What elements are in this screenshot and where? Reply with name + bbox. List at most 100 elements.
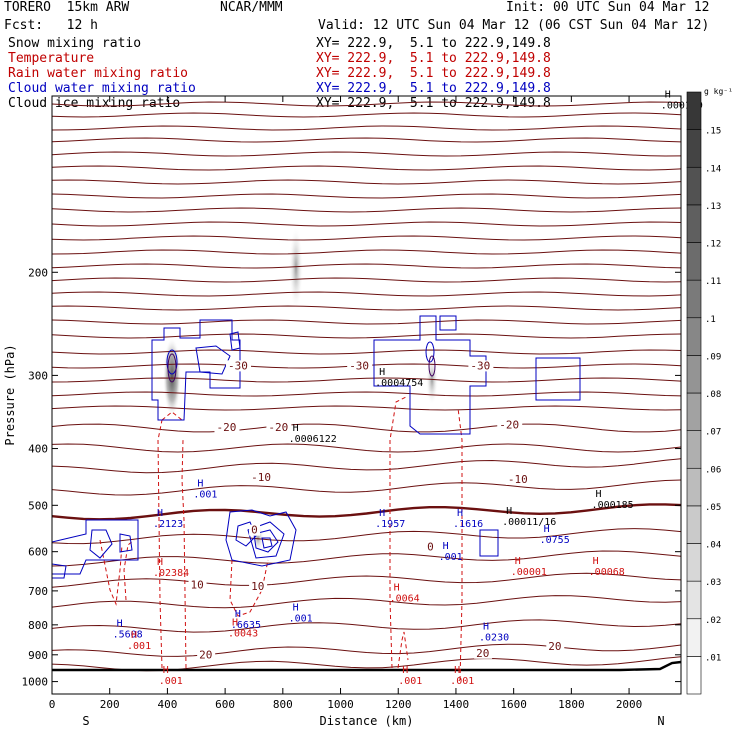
maximum-marker: H bbox=[457, 508, 463, 519]
plot-frame bbox=[51, 95, 682, 695]
model-label: TORERO 15km ARW bbox=[4, 0, 130, 15]
isotherm bbox=[51, 528, 682, 545]
colorbar-cell bbox=[686, 242, 702, 281]
cloud-water-contour bbox=[425, 341, 435, 363]
colorbar-cell bbox=[686, 543, 702, 582]
maximum-marker: H bbox=[197, 479, 203, 490]
field-label: Cloud ice mixing ratio bbox=[8, 96, 181, 111]
isotherm bbox=[51, 550, 682, 567]
isotherm-label: 20 bbox=[199, 648, 212, 661]
isotherm-label: -30 bbox=[228, 359, 248, 372]
maximum-value: .1616 bbox=[453, 519, 483, 530]
isotherm bbox=[51, 291, 682, 297]
colorbar-cell bbox=[686, 204, 702, 243]
terrain-line bbox=[52, 660, 682, 672]
init-time: Init: 00 UTC Sun 04 Mar 12 bbox=[506, 0, 710, 15]
maximum-value: .001 bbox=[193, 490, 217, 501]
forecast-hour: Fcst: 12 h bbox=[4, 18, 98, 33]
cloud-water-contour bbox=[51, 519, 139, 575]
isotherm bbox=[51, 479, 682, 496]
maximum-marker: H bbox=[232, 618, 238, 629]
x-tick-label: 1800 bbox=[558, 698, 585, 711]
isotherm-label: -10 bbox=[251, 471, 271, 484]
isotherm-label: -30 bbox=[349, 359, 369, 372]
isotherm bbox=[51, 221, 682, 227]
isotherm bbox=[51, 263, 682, 269]
x-tick-label: 1400 bbox=[443, 698, 470, 711]
y-tick-label: 200 bbox=[28, 266, 48, 279]
colorbar-cell bbox=[686, 467, 702, 507]
colorbar-tick-label: .09 bbox=[705, 352, 721, 362]
y-tick-label: 600 bbox=[28, 546, 48, 559]
colorbar-tick-label: .06 bbox=[705, 465, 721, 475]
maximum-value: .0006122 bbox=[289, 434, 337, 445]
maximum-value: .2123 bbox=[153, 519, 183, 530]
isotherm-label: 10 bbox=[190, 578, 203, 591]
maximum-marker: H bbox=[163, 665, 169, 676]
maximum-marker: H bbox=[235, 609, 241, 620]
isotherm-label: -20 bbox=[268, 421, 288, 434]
colorbar-cell bbox=[686, 505, 702, 544]
maximum-value: .5608 bbox=[113, 629, 143, 640]
colorbar-tick-label: .11 bbox=[705, 277, 721, 287]
maximum-marker: H bbox=[293, 423, 299, 434]
cloud-water-contour bbox=[439, 315, 457, 331]
isotherm bbox=[51, 112, 682, 118]
x-tick-label: 2000 bbox=[616, 698, 643, 711]
y-tick-label: 1000 bbox=[22, 676, 49, 689]
isotherm bbox=[51, 405, 682, 411]
cloud-water-contour bbox=[119, 533, 133, 553]
isotherm-label: -20 bbox=[216, 421, 236, 434]
label-bg bbox=[249, 471, 275, 483]
maximum-marker: H bbox=[402, 665, 408, 676]
rain-contour bbox=[157, 419, 187, 669]
isotherm bbox=[51, 595, 682, 609]
colorbar-cell bbox=[686, 355, 702, 394]
isotherm bbox=[51, 207, 682, 213]
isotherm-label: -10 bbox=[508, 473, 528, 486]
y-tick-label: 400 bbox=[28, 443, 48, 456]
colorbar-cell bbox=[686, 430, 702, 469]
label-bg bbox=[474, 647, 493, 659]
label-bg bbox=[546, 640, 565, 652]
isotherm bbox=[51, 277, 682, 283]
isotherm bbox=[51, 656, 682, 672]
maximum-value: .0043 bbox=[228, 629, 258, 640]
field-label: Rain water mixing ratio bbox=[8, 66, 189, 81]
colorbar-unit: g kg⁻¹ bbox=[704, 87, 733, 96]
colorbar-tick-label: .02 bbox=[705, 616, 721, 626]
label-bg bbox=[214, 421, 240, 433]
colorbar-cell bbox=[686, 618, 702, 657]
isotherm-label: 20 bbox=[476, 647, 489, 660]
x-axis-title: Distance (km) bbox=[320, 714, 414, 728]
isotherm bbox=[51, 423, 682, 433]
field-label: Snow mixing ratio bbox=[8, 36, 142, 51]
rain-contour bbox=[397, 631, 409, 669]
rain-contour bbox=[161, 411, 183, 421]
maximum-marker: H bbox=[454, 665, 460, 676]
cloud-ice-contour bbox=[167, 353, 177, 383]
cloud-ice-contour bbox=[428, 355, 436, 377]
colorbar-tick-label: .1 bbox=[705, 315, 716, 325]
colorbar-tick-label: .03 bbox=[705, 578, 721, 588]
isotherm bbox=[51, 179, 682, 185]
isotherm bbox=[51, 235, 682, 241]
colorbar-cell bbox=[686, 392, 702, 431]
isotherm bbox=[51, 458, 682, 474]
maximum-value: .001 bbox=[127, 641, 151, 652]
maximum-marker: H bbox=[544, 524, 550, 535]
field-label: Cloud water mixing ratio bbox=[8, 81, 196, 96]
label-bg bbox=[497, 419, 523, 431]
colorbar-tick-label: .14 bbox=[705, 164, 721, 174]
colorbar-tick-label: .12 bbox=[705, 240, 721, 250]
snow-shading bbox=[163, 337, 181, 417]
endpoint-north: N bbox=[657, 714, 664, 728]
maximum-marker: H bbox=[131, 630, 137, 641]
maximum-marker: H bbox=[593, 556, 599, 567]
colorbar-tick-label: .15 bbox=[705, 127, 721, 137]
x-tick-label: 600 bbox=[215, 698, 235, 711]
cloud-water-contour bbox=[253, 529, 279, 553]
x-tick-label: 1000 bbox=[327, 698, 354, 711]
label-bg bbox=[468, 360, 494, 372]
maximum-value: .00011/16 bbox=[502, 517, 556, 528]
